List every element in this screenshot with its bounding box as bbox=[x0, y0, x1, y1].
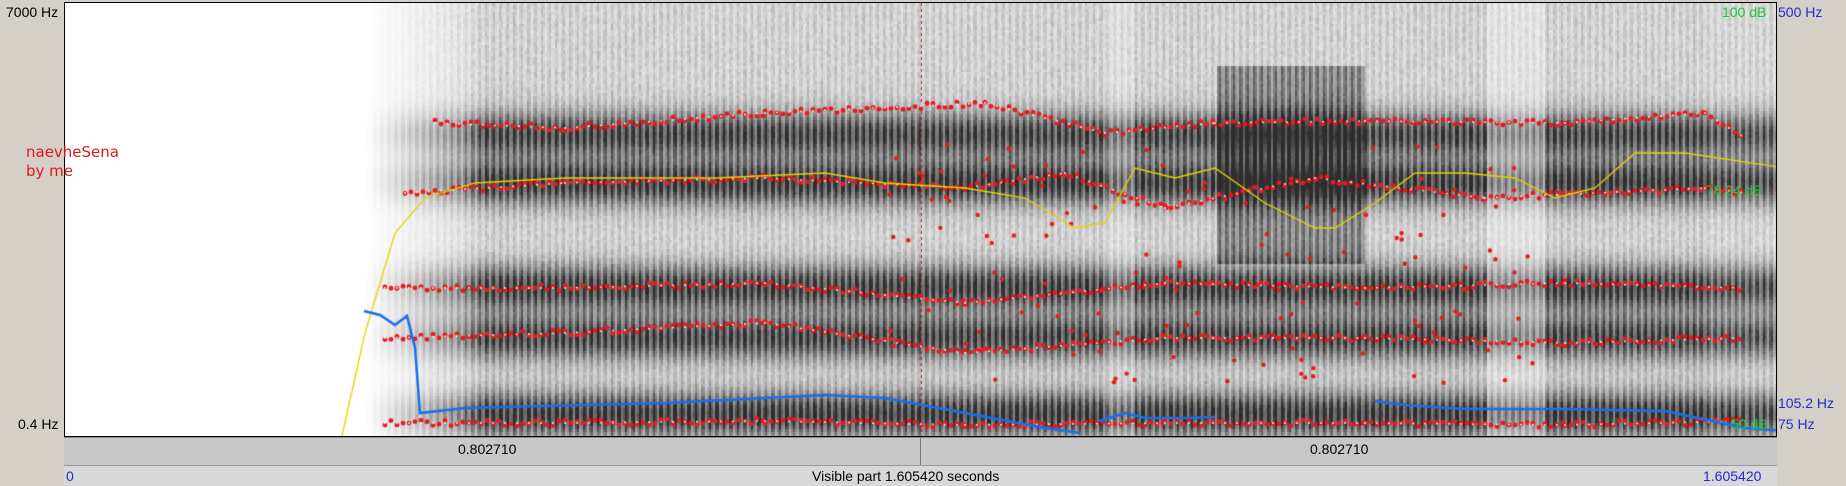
pitch-cursor-label: 105.2 Hz bbox=[1778, 395, 1835, 411]
intensity-mid-label: 78.24 dB bbox=[1706, 182, 1763, 198]
annotation-line-1: naevheSena bbox=[26, 143, 119, 161]
pitch-bottom-label: 75 Hz bbox=[1778, 416, 1815, 432]
pitch-top-label: 500 Hz bbox=[1778, 4, 1823, 20]
frequency-bottom-label: 0.4 Hz bbox=[18, 416, 59, 432]
visible-part-label[interactable]: Visible part 1.605420 seconds bbox=[812, 468, 1000, 484]
time-bar-divider bbox=[920, 437, 921, 465]
visible-start-time: 0 bbox=[66, 468, 74, 484]
annotation-line-2: by me bbox=[26, 162, 74, 180]
frequency-top-label: 7000 Hz bbox=[6, 4, 59, 20]
visible-end-time: 1.605420 bbox=[1703, 468, 1762, 484]
annotation-text: naevheSena by me bbox=[26, 143, 119, 181]
intensity-top-label: 100 dB bbox=[1722, 4, 1767, 20]
right-segment-duration[interactable]: 0.802710 bbox=[1310, 441, 1369, 457]
left-segment-duration[interactable]: 0.802710 bbox=[458, 441, 517, 457]
spectrogram-canvas[interactable] bbox=[64, 2, 1777, 437]
intensity-bottom-label: 50 dB bbox=[1731, 416, 1768, 432]
visible-part-bar[interactable] bbox=[64, 465, 1777, 486]
